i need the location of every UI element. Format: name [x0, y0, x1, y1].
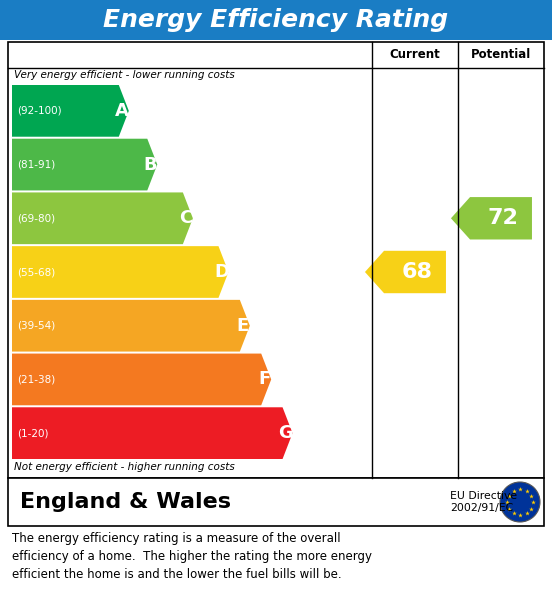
Text: C: C [179, 209, 193, 227]
Text: B: B [144, 156, 157, 173]
Text: 68: 68 [401, 262, 432, 282]
Polygon shape [365, 251, 446, 293]
Text: D: D [214, 263, 229, 281]
Text: Current: Current [390, 48, 440, 61]
Polygon shape [12, 300, 250, 352]
Text: E: E [237, 317, 249, 335]
Bar [8, 478, 544, 526]
Polygon shape [451, 197, 532, 240]
Text: 72: 72 [487, 208, 518, 228]
Text: F: F [258, 370, 270, 389]
Text: (81-91): (81-91) [17, 159, 55, 170]
Text: Very energy efficient - lower running costs: Very energy efficient - lower running co… [14, 70, 235, 80]
Text: (69-80): (69-80) [17, 213, 55, 223]
Polygon shape [12, 192, 193, 244]
Text: (55-68): (55-68) [17, 267, 55, 277]
Text: EU Directive
2002/91/EC: EU Directive 2002/91/EC [450, 491, 517, 513]
Text: (1-20): (1-20) [17, 428, 49, 438]
Text: A: A [115, 102, 129, 120]
Text: Energy Efficiency Rating: Energy Efficiency Rating [103, 8, 449, 32]
Text: (92-100): (92-100) [17, 106, 62, 116]
Text: England & Wales: England & Wales [20, 492, 231, 512]
Polygon shape [12, 407, 293, 459]
Text: Not energy efficient - higher running costs: Not energy efficient - higher running co… [14, 462, 235, 472]
Text: The energy efficiency rating is a measure of the overall
efficiency of a home.  : The energy efficiency rating is a measur… [12, 532, 372, 581]
Bar [0, 0, 552, 40]
Text: Potential: Potential [471, 48, 531, 61]
Polygon shape [12, 354, 271, 405]
Text: (39-54): (39-54) [17, 321, 55, 331]
Text: (21-38): (21-38) [17, 375, 55, 384]
Bar [8, 42, 544, 478]
Circle shape [500, 482, 540, 522]
Polygon shape [12, 246, 229, 298]
Polygon shape [12, 85, 129, 137]
Polygon shape [12, 139, 157, 191]
Text: G: G [278, 424, 293, 442]
